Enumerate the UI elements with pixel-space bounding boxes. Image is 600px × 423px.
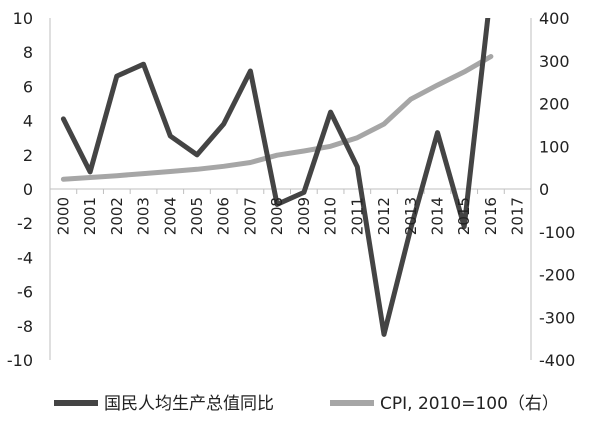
right-axis-tick-label: -400 xyxy=(539,351,575,370)
data-point-gdp xyxy=(329,110,333,114)
right-axis-tick-label: 100 xyxy=(539,137,570,156)
x-axis-tick-label: 2002 xyxy=(108,197,126,235)
data-point-cpi xyxy=(168,169,172,173)
data-point-cpi xyxy=(222,164,226,168)
data-point-cpi xyxy=(435,83,439,87)
data-point-cpi xyxy=(275,153,279,157)
right-axis-tick-label: -200 xyxy=(539,266,575,285)
axes-layer xyxy=(49,18,532,360)
data-point-gdp xyxy=(248,69,252,73)
x-axis-tick-label: 2007 xyxy=(241,197,259,235)
x-axis-tick-label: 2004 xyxy=(161,197,179,235)
data-point-cpi xyxy=(248,160,252,164)
right-axis-tick-label: 300 xyxy=(539,52,570,71)
data-point-gdp xyxy=(61,117,65,121)
left-axis-tick-label: -2 xyxy=(17,214,33,233)
data-point-gdp xyxy=(168,134,172,138)
left-axis-tick-labels: 10 8 6 4 2 0 -2 -4 -6 -8 -10 xyxy=(7,9,33,370)
x-axis-tick-label: 2008 xyxy=(268,197,286,235)
data-point-cpi xyxy=(382,122,386,126)
data-point-gdp xyxy=(302,190,306,194)
data-point-cpi xyxy=(302,149,306,153)
data-point-cpi xyxy=(88,175,92,179)
legend-label-gdp: 国民人均生产总值同比 xyxy=(104,394,274,414)
data-point-gdp xyxy=(88,170,92,174)
data-point-cpi xyxy=(355,136,359,140)
left-axis-tick-label: 4 xyxy=(23,112,33,131)
left-axis-tick-label: -10 xyxy=(7,351,33,370)
data-point-gdp xyxy=(409,226,413,230)
data-point-gdp xyxy=(462,225,466,229)
left-axis-tick-label: -8 xyxy=(17,317,33,336)
data-point-cpi xyxy=(329,144,333,148)
x-axis-tick-label: 2009 xyxy=(295,197,313,235)
series-line-cpi xyxy=(60,54,494,182)
x-axis-tick-label: 2014 xyxy=(428,197,446,235)
x-axis-tick-label: 2000 xyxy=(54,197,72,235)
right-axis-tick-label: 200 xyxy=(539,95,570,114)
x-axis-tick-label: 2011 xyxy=(348,197,366,235)
data-point-gdp xyxy=(115,74,119,78)
series-line-gdp xyxy=(60,18,491,337)
x-axis-tick-label: 2005 xyxy=(188,197,206,235)
left-axis-tick-label: 8 xyxy=(23,43,33,62)
right-axis-tick-label: -300 xyxy=(539,308,575,327)
left-axis-tick-label: -4 xyxy=(17,248,33,267)
data-point-cpi xyxy=(409,97,413,101)
legend: 国民人均生产总值同比 CPI, 2010=100（右） xyxy=(54,394,559,414)
data-point-gdp xyxy=(142,62,146,66)
data-point-cpi xyxy=(61,177,65,181)
data-point-cpi xyxy=(462,70,466,74)
right-axis-tick-label: 0 xyxy=(539,180,549,199)
data-point-gdp xyxy=(222,122,226,126)
data-point-gdp xyxy=(382,332,386,336)
plot-layer xyxy=(60,18,494,337)
data-point-cpi xyxy=(115,174,119,178)
left-axis-tick-label: 10 xyxy=(13,9,33,28)
x-axis-tick-label: 2016 xyxy=(482,197,500,235)
data-point-gdp xyxy=(275,202,279,206)
data-point-gdp xyxy=(435,131,439,135)
x-axis-tick-label: 2010 xyxy=(322,197,340,235)
x-axis-tick-label: 2017 xyxy=(509,197,527,235)
data-point-gdp xyxy=(355,165,359,169)
left-axis-tick-label: 0 xyxy=(23,180,33,199)
x-axis-tick-label: 2012 xyxy=(375,197,393,235)
x-axis-tick-label: 2013 xyxy=(402,197,420,235)
data-point-cpi xyxy=(142,172,146,176)
right-axis-tick-label: 400 xyxy=(539,9,570,28)
x-axis-tick-labels: 2000 2001 2002 2003 2004 2005 2006 2007 2008 2009… xyxy=(54,197,526,235)
left-axis-tick-label: 6 xyxy=(23,77,33,96)
right-axis-tick-label: -100 xyxy=(539,223,575,242)
data-point-cpi xyxy=(489,54,493,58)
legend-label-cpi: CPI, 2010=100（右） xyxy=(380,394,559,414)
data-point-gdp xyxy=(195,153,199,157)
x-axis-tick-label: 2015 xyxy=(455,197,473,235)
x-axis-tick-label: 2001 xyxy=(81,197,99,235)
left-axis-tick-label: 2 xyxy=(23,146,33,165)
left-axis-tick-label: -6 xyxy=(17,283,33,302)
x-axis-tick-label: 2006 xyxy=(215,197,233,235)
right-axis-tick-labels: 400 300 200 100 0 -100 -200 -300 -400 xyxy=(539,9,575,370)
x-axis-tick-label: 2003 xyxy=(135,197,153,235)
data-point-cpi xyxy=(195,167,199,171)
